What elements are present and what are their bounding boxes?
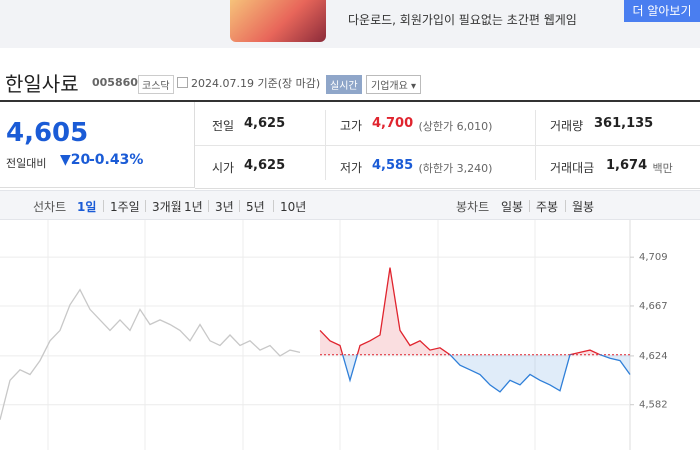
y-tick-label: 4,624 [639, 351, 668, 362]
tab-sep [565, 200, 566, 212]
tab-sep [529, 200, 530, 212]
period-tab[interactable]: 1년 [184, 200, 203, 214]
quote-extra: 백만 [652, 162, 673, 175]
tab-label: 선차트 [33, 200, 67, 214]
period-tab[interactable]: 1주일 [110, 200, 140, 214]
divider [0, 100, 700, 102]
change-pct: -0.43% [89, 152, 144, 168]
stock-name: 한일사료 [5, 72, 79, 96]
quote-value: 4,700 [372, 116, 414, 131]
market-tag: 코스닥 [138, 75, 174, 94]
row-divider [195, 188, 700, 189]
quote-value: 1,674 [606, 158, 648, 173]
price-panel: 4,605 전일대비 ▼20 -0.43% [0, 102, 195, 188]
quote-label: 거래량 [550, 119, 584, 133]
ad-image [230, 0, 326, 42]
tab-sep [273, 200, 274, 212]
candle-tab[interactable]: 주봉 [536, 200, 559, 214]
row-divider [195, 145, 700, 146]
price-line [319, 267, 631, 393]
change-value: 20 [70, 152, 91, 168]
stock-code: 005860 [92, 76, 138, 89]
change: ▼20 [60, 152, 91, 168]
quote-value: 4,585 [372, 158, 414, 173]
col-divider [325, 110, 326, 180]
quote-label: 저가 [340, 161, 363, 175]
quote-value: 4,625 [244, 158, 286, 173]
ad-button[interactable]: 더 알아보기 [624, 0, 700, 22]
period-tab[interactable]: 10년 [280, 200, 307, 214]
price: 4,605 [6, 118, 89, 148]
quote-extra: (하한가 3,240) [418, 162, 493, 175]
tab-sep [103, 200, 104, 212]
y-tick-label: 4,582 [639, 400, 668, 411]
quote-label: 고가 [340, 119, 363, 133]
period-tab[interactable]: 5년 [246, 200, 265, 214]
tab-sep [177, 200, 178, 212]
period-tab[interactable]: 1일 [77, 200, 97, 214]
y-tick-label: 4,709 [639, 252, 668, 263]
ad-text: 다운로드, 회원가입이 필요없는 초간편 웹게임 [348, 13, 577, 27]
quote-value: 4,625 [244, 116, 286, 131]
period-tab[interactable]: 3년 [215, 200, 234, 214]
change-label: 전일대비 [6, 157, 47, 170]
candle-tab[interactable]: 일봉 [501, 200, 524, 214]
tab-sep [145, 200, 146, 212]
period-tab[interactable]: 3개월 [152, 200, 182, 214]
price-line [0, 288, 301, 420]
quote-label: 전일 [212, 119, 235, 133]
quote-label: 거래대금 [550, 161, 595, 175]
realtime-badge[interactable]: 실시간 [326, 75, 362, 94]
calendar-icon [177, 77, 188, 88]
col-divider [535, 110, 536, 180]
chart: 4,709 4,667 4,624 4,582 [0, 220, 668, 450]
candle-tab[interactable]: 월봉 [572, 200, 595, 214]
tab-label: 봉차트 [456, 200, 490, 214]
company-info[interactable]: 기업개요 ▾ [366, 75, 422, 94]
ad-banner: 다운로드, 회원가입이 필요없는 초간편 웹게임 더 알아보기 [0, 0, 700, 48]
y-tick-label: 4,667 [639, 301, 668, 312]
tab-bar [0, 190, 700, 220]
quote-label: 시가 [212, 161, 235, 175]
tab-sep [239, 200, 240, 212]
tab-sep [208, 200, 209, 212]
area [320, 267, 630, 392]
company-info-text: 기업개요 [371, 81, 408, 92]
quote-extra: (상한가 6,010) [418, 120, 493, 133]
quote-value: 361,135 [594, 116, 654, 131]
date: 2024.07.19 기준(장 마감) [191, 77, 321, 90]
